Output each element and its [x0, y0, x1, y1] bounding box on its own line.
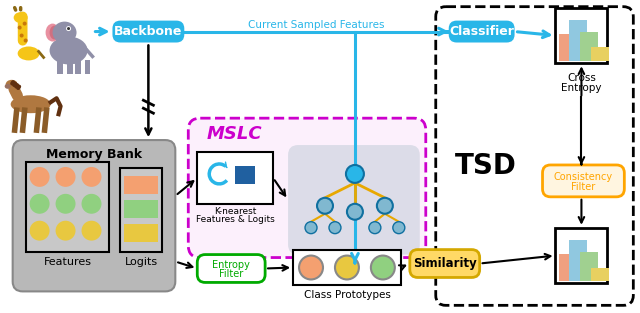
Bar — [556, 228, 607, 284]
Circle shape — [56, 221, 76, 241]
Text: Logits: Logits — [125, 257, 158, 267]
Circle shape — [81, 194, 102, 214]
Circle shape — [81, 221, 102, 241]
Text: Entropy: Entropy — [212, 259, 250, 269]
Ellipse shape — [24, 38, 28, 43]
Text: Consistency: Consistency — [554, 172, 613, 182]
Bar — [26, 162, 109, 252]
Text: Current Sampled Features: Current Sampled Features — [248, 20, 385, 30]
Ellipse shape — [18, 26, 22, 29]
Bar — [124, 176, 158, 194]
Circle shape — [29, 167, 49, 187]
Text: Classifier: Classifier — [449, 25, 514, 38]
Text: Similarity: Similarity — [413, 257, 477, 270]
FancyBboxPatch shape — [449, 21, 515, 43]
Ellipse shape — [49, 37, 88, 64]
Circle shape — [67, 27, 70, 30]
FancyBboxPatch shape — [288, 145, 420, 254]
Text: Filter: Filter — [219, 269, 243, 280]
FancyArrowPatch shape — [14, 84, 15, 85]
Circle shape — [66, 26, 71, 31]
FancyBboxPatch shape — [113, 21, 184, 43]
Bar — [570, 20, 588, 61]
Bar — [67, 60, 72, 74]
Text: TSD: TSD — [454, 152, 516, 180]
Bar — [124, 224, 158, 242]
Ellipse shape — [49, 26, 60, 39]
Text: Entropy: Entropy — [561, 83, 602, 93]
Text: Class Prototypes: Class Prototypes — [303, 290, 390, 300]
FancyArrowPatch shape — [16, 85, 17, 86]
Ellipse shape — [45, 23, 60, 42]
Circle shape — [29, 221, 49, 241]
Ellipse shape — [11, 95, 51, 113]
Circle shape — [346, 165, 364, 183]
Circle shape — [393, 222, 405, 234]
Bar — [197, 152, 273, 204]
Bar — [84, 60, 90, 74]
Circle shape — [317, 198, 333, 214]
FancyBboxPatch shape — [188, 118, 426, 258]
Ellipse shape — [52, 22, 77, 44]
Circle shape — [369, 222, 381, 234]
Circle shape — [299, 255, 323, 280]
FancyArrowPatch shape — [12, 82, 13, 84]
Bar — [559, 33, 577, 61]
FancyBboxPatch shape — [543, 165, 625, 197]
Text: MSLC: MSLC — [206, 125, 262, 143]
Circle shape — [56, 167, 76, 187]
Circle shape — [81, 167, 102, 187]
Circle shape — [56, 194, 76, 214]
FancyArrowPatch shape — [18, 87, 19, 88]
Bar — [570, 240, 588, 281]
FancyArrowPatch shape — [14, 89, 17, 96]
Ellipse shape — [18, 47, 40, 60]
Bar — [559, 254, 577, 281]
Bar — [293, 249, 401, 285]
Text: Cross: Cross — [567, 73, 596, 83]
Circle shape — [335, 255, 359, 280]
Text: Features: Features — [44, 257, 92, 267]
Ellipse shape — [20, 33, 24, 38]
Bar — [56, 60, 63, 74]
Bar — [556, 8, 607, 64]
FancyBboxPatch shape — [197, 254, 265, 282]
Circle shape — [377, 198, 393, 214]
Ellipse shape — [22, 22, 27, 26]
Bar — [235, 166, 255, 184]
Bar — [580, 32, 598, 61]
Circle shape — [29, 194, 49, 214]
Text: K-nearest: K-nearest — [214, 207, 257, 216]
Bar — [120, 168, 163, 252]
Circle shape — [347, 204, 363, 220]
FancyBboxPatch shape — [13, 140, 175, 291]
Circle shape — [371, 255, 395, 280]
Text: Backbone: Backbone — [114, 25, 182, 38]
Ellipse shape — [4, 84, 11, 89]
Ellipse shape — [6, 80, 18, 89]
Text: Features & Logits: Features & Logits — [196, 215, 275, 224]
Bar — [591, 268, 609, 281]
Ellipse shape — [13, 12, 28, 23]
Circle shape — [305, 222, 317, 234]
Bar — [591, 48, 609, 61]
Text: Memory Bank: Memory Bank — [46, 147, 142, 161]
Bar — [74, 60, 81, 74]
Bar — [580, 252, 598, 281]
FancyBboxPatch shape — [410, 249, 479, 277]
Circle shape — [329, 222, 341, 234]
Text: Filter: Filter — [572, 182, 596, 192]
Bar — [124, 200, 158, 218]
